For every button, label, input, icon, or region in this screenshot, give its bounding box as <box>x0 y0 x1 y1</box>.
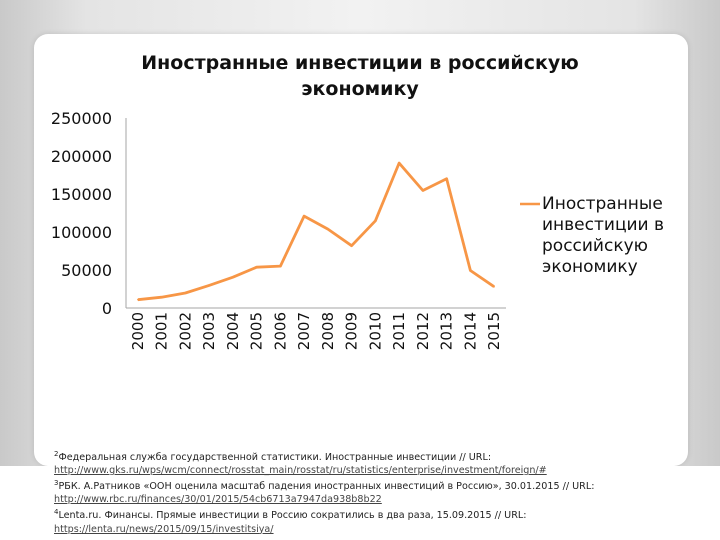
footnote-2-link[interactable]: http://www.gks.ru/wps/wcm/connect/rossta… <box>54 465 547 477</box>
data-point <box>374 219 377 222</box>
x-tick-label: 2014 <box>461 312 479 350</box>
legend-label-line-4: экономику <box>542 257 638 277</box>
legend-label-line-1: Иностранные <box>542 194 663 214</box>
data-point <box>208 284 210 287</box>
y-tick-label: 150000 <box>51 185 112 204</box>
slide-bottom <box>0 466 720 540</box>
chart-title-line-1: Иностранные инвестиции в российскую <box>141 52 579 74</box>
footnotes: 2Федеральная служба государственной стат… <box>54 448 674 536</box>
footnote-2-number: 2 <box>54 450 59 458</box>
data-point <box>350 244 353 247</box>
y-tick-label: 50000 <box>61 261 112 280</box>
x-tick-label: 2001 <box>153 312 171 350</box>
footnote-3-number: 3 <box>54 479 59 488</box>
footnote-4-number: 4 <box>54 508 59 517</box>
x-tick-label: 2012 <box>414 312 432 350</box>
data-point <box>160 296 163 298</box>
data-point <box>445 177 448 180</box>
y-tick-label: 0 <box>102 299 112 318</box>
x-tick-label: 2010 <box>366 312 384 350</box>
footnote-4: 4Lenta.ru. Финансы. Прямые инвестиции в … <box>54 506 674 522</box>
footnote-3: 3РБК. А.Ратников «ООН оценила масштаб па… <box>54 477 674 493</box>
footnote-4-text: Lenta.ru. Финансы. Прямые инвестиции в Р… <box>58 510 527 522</box>
x-tick-label: 2003 <box>200 312 218 350</box>
x-tick-label: 2008 <box>319 312 337 350</box>
x-tick-label: 2015 <box>485 312 503 350</box>
data-point <box>469 269 472 272</box>
x-tick-label: 2004 <box>224 312 242 350</box>
footnote-3-text: РБК. А.Ратников «ООН оценила масштаб пад… <box>58 481 595 493</box>
footnote-2: 2Федеральная служба государственной стат… <box>54 448 674 464</box>
x-axis-labels: 2000 2001 2002 2003 2004 2005 2006 2007 2008 2009… <box>129 312 503 350</box>
chart-title-line-2: экономику <box>301 78 419 100</box>
x-tick-label: 2006 <box>271 312 289 350</box>
data-point <box>303 215 305 217</box>
y-tick-label: 100000 <box>51 223 112 242</box>
legend-label-line-2: инвестиции в <box>542 215 665 235</box>
data-point <box>327 228 329 230</box>
footnote-4-link[interactable]: https://lenta.ru/news/2015/09/15/investi… <box>54 523 274 535</box>
slide-panel <box>34 34 688 466</box>
legend-label-line-3: российскую <box>542 236 648 256</box>
x-tick-label: 2009 <box>343 312 361 350</box>
data-point <box>137 298 139 301</box>
series-line <box>137 161 495 302</box>
y-tick-label: 250000 <box>51 109 112 128</box>
data-point <box>255 266 258 269</box>
legend: Иностранные инвестиции в российскую экон… <box>542 194 682 278</box>
data-point <box>493 285 495 288</box>
y-tick-label: 200000 <box>51 147 112 166</box>
x-tick-label: 2013 <box>438 312 456 350</box>
data-point <box>232 276 234 279</box>
x-tick-label: 2002 <box>176 312 194 350</box>
y-axis-labels: 250000 200000 150000 100000 50000 0 <box>51 109 112 318</box>
data-point <box>422 189 424 192</box>
data-point <box>398 162 400 164</box>
data-point <box>279 265 282 267</box>
x-tick-label: 2005 <box>248 312 266 350</box>
x-tick-label: 2000 <box>129 312 147 350</box>
data-point <box>184 292 187 294</box>
x-tick-label: 2007 <box>295 312 313 350</box>
x-tick-label: 2011 <box>390 312 408 350</box>
series-layer <box>137 161 495 302</box>
footnote-2-text: Федеральная служба государственной стати… <box>58 452 492 464</box>
footnote-3-link[interactable]: http://www.rbc.ru/finances/30/01/2015/54… <box>54 494 382 506</box>
